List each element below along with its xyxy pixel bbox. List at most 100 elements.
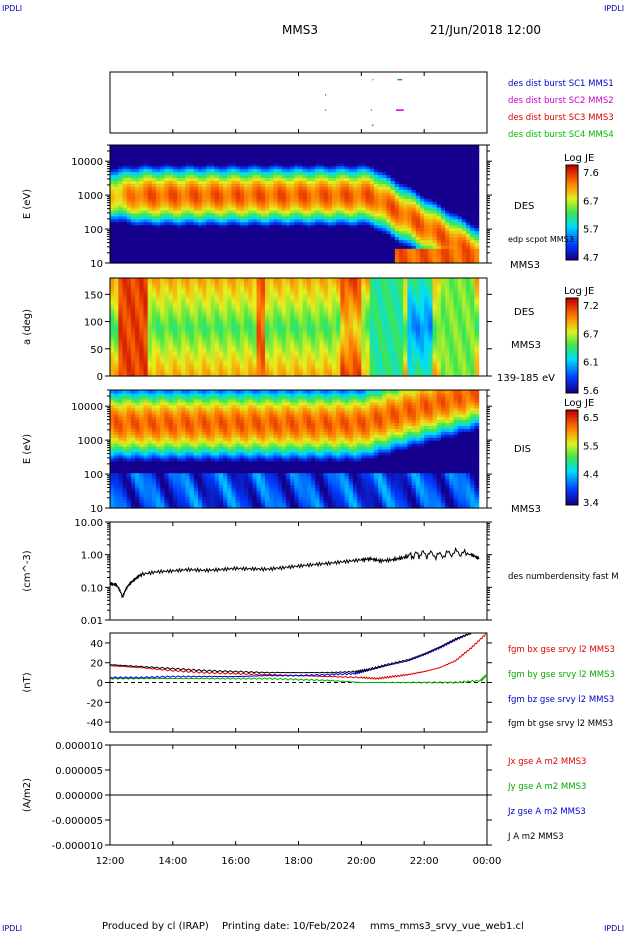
heatmap-cell: [118, 363, 124, 367]
heatmap-cell: [415, 239, 421, 243]
heatmap-cell: [264, 147, 270, 152]
heatmap-cell: [114, 371, 119, 375]
heatmap-cell: [239, 192, 245, 196]
heatmap-cell: [336, 239, 341, 243]
heatmap-cell: [424, 201, 429, 205]
heatmap-cell: [122, 329, 128, 333]
heatmap-cell: [151, 233, 157, 238]
heatmap-cell: [449, 245, 455, 249]
heatmap-cell: [411, 245, 417, 249]
heatmap-cell: [164, 373, 170, 377]
heatmap-cell: [449, 251, 455, 255]
heatmap-cell: [118, 227, 124, 232]
heatmap-cell: [357, 183, 362, 187]
heatmap-cell: [373, 248, 379, 252]
heatmap-cell: [348, 236, 354, 240]
heatmap-cell: [210, 150, 216, 155]
heatmap-cell: [298, 254, 304, 258]
heatmap-cell: [218, 309, 224, 313]
heatmap-cell: [386, 150, 392, 155]
heatmap-cell: [440, 186, 446, 190]
colorbar-step: [566, 210, 578, 213]
heatmap-cell: [110, 221, 115, 226]
heatmap-cell: [135, 201, 140, 205]
heatmap-cell: [239, 233, 245, 238]
heatmap-cell: [227, 159, 233, 164]
heatmap-cell: [118, 339, 124, 343]
heatmap-cell: [311, 198, 316, 202]
heatmap-cell: [210, 368, 216, 372]
heatmap-cell: [470, 233, 476, 238]
heatmap-cell: [139, 218, 145, 223]
heatmap-cell: [269, 159, 274, 164]
heatmap-cell: [202, 150, 207, 155]
heatmap-cell: [223, 165, 228, 170]
heatmap-cell: [248, 171, 254, 176]
heatmap-cell: [269, 145, 274, 149]
heatmap-cell: [172, 212, 178, 217]
heatmap-cell: [373, 174, 379, 179]
heatmap-cell: [210, 177, 216, 181]
heatmap-cell: [202, 282, 207, 286]
heatmap-cell: [269, 195, 274, 199]
heatmap-cell: [256, 257, 262, 261]
heatmap-cell: [357, 218, 362, 223]
heatmap-cell: [327, 174, 333, 179]
heatmap-cell: [202, 295, 207, 299]
heatmap-cell: [156, 309, 161, 313]
heatmap-cell: [260, 242, 266, 246]
heatmap-cell: [160, 156, 166, 161]
heatmap-cell: [315, 195, 321, 199]
heatmap-cell: [403, 195, 409, 199]
heatmap-cell: [390, 260, 396, 264]
heatmap-cell: [197, 254, 203, 258]
heatmap-cell: [336, 236, 341, 240]
heatmap-cell: [172, 204, 178, 208]
heatmap-cell: [168, 292, 174, 296]
heatmap-cell: [118, 192, 124, 196]
heatmap-cell: [168, 309, 174, 313]
heatmap-cell: [164, 192, 170, 196]
heatmap-cell: [428, 171, 434, 176]
heatmap-cell: [172, 371, 178, 375]
heatmap-cell: [227, 162, 233, 167]
heatmap-cell: [332, 150, 337, 155]
heatmap-cell: [244, 189, 249, 193]
heatmap-cell: [239, 153, 245, 158]
heatmap-cell: [340, 257, 346, 261]
heatmap-cell: [197, 304, 203, 308]
heatmap-cell: [210, 192, 216, 196]
heatmap-cell: [168, 242, 174, 246]
heatmap-cell: [327, 215, 333, 220]
heatmap-cell: [231, 189, 237, 193]
heatmap-cell: [206, 334, 212, 338]
heatmap-cell: [239, 329, 245, 333]
heatmap-cell: [248, 257, 254, 261]
heatmap-cell: [197, 346, 203, 350]
heatmap-cell: [239, 248, 245, 252]
heatmap-cell: [436, 257, 442, 261]
heatmap-cell: [239, 239, 245, 243]
heatmap-cell: [185, 373, 191, 377]
heatmap-cell: [151, 153, 157, 158]
heatmap-cell: [399, 212, 404, 217]
heatmap-cell: [147, 156, 153, 161]
heatmap-cell: [394, 156, 400, 161]
heatmap-cell: [135, 329, 140, 333]
heatmap-cell: [466, 218, 471, 223]
heatmap-cell: [474, 212, 480, 217]
heatmap-cell: [394, 147, 400, 152]
heatmap-cell: [122, 168, 128, 173]
heatmap-cell: [114, 183, 119, 187]
heatmap-cell: [168, 307, 174, 311]
heatmap-cell: [403, 150, 409, 155]
heatmap-cell: [151, 212, 157, 217]
heatmap-cell: [294, 159, 300, 164]
heatmap-cell: [373, 260, 379, 264]
heatmap-cell: [281, 180, 287, 184]
heatmap-cell: [164, 201, 170, 205]
heatmap-cell: [227, 329, 233, 333]
heatmap-cell: [323, 245, 329, 249]
heatmap-cell: [378, 180, 383, 184]
heatmap-cell: [361, 165, 367, 170]
